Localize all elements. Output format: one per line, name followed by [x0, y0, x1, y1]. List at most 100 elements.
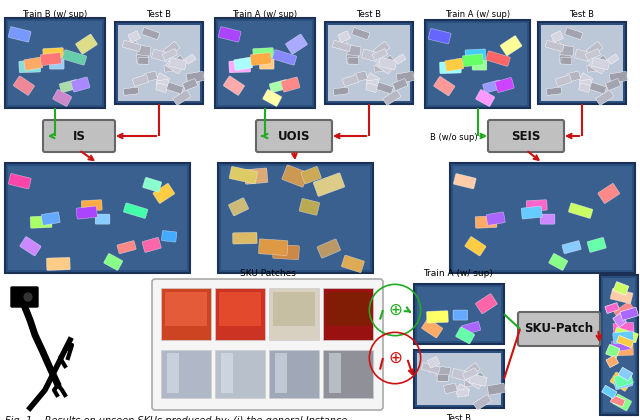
- Text: Test B: Test B: [570, 10, 595, 19]
- FancyBboxPatch shape: [559, 54, 572, 64]
- FancyBboxPatch shape: [24, 57, 43, 71]
- FancyBboxPatch shape: [587, 237, 606, 252]
- FancyBboxPatch shape: [591, 58, 610, 70]
- FancyBboxPatch shape: [323, 350, 373, 398]
- FancyBboxPatch shape: [43, 47, 64, 59]
- FancyBboxPatch shape: [564, 28, 582, 39]
- FancyBboxPatch shape: [282, 165, 308, 187]
- FancyBboxPatch shape: [422, 318, 443, 338]
- FancyBboxPatch shape: [461, 321, 481, 335]
- FancyBboxPatch shape: [606, 355, 618, 368]
- FancyBboxPatch shape: [253, 47, 274, 59]
- FancyBboxPatch shape: [561, 57, 572, 64]
- FancyBboxPatch shape: [223, 76, 244, 95]
- FancyBboxPatch shape: [161, 288, 211, 340]
- FancyBboxPatch shape: [262, 89, 282, 106]
- Text: Train A (w/ sup): Train A (w/ sup): [445, 10, 510, 19]
- FancyBboxPatch shape: [8, 27, 31, 42]
- FancyBboxPatch shape: [453, 173, 476, 189]
- Text: UOIS: UOIS: [278, 129, 310, 142]
- FancyBboxPatch shape: [614, 373, 634, 388]
- FancyBboxPatch shape: [161, 350, 211, 398]
- FancyBboxPatch shape: [445, 58, 464, 71]
- FancyBboxPatch shape: [354, 71, 367, 82]
- FancyBboxPatch shape: [417, 287, 501, 341]
- FancyBboxPatch shape: [346, 54, 358, 64]
- FancyBboxPatch shape: [598, 184, 620, 203]
- FancyBboxPatch shape: [612, 394, 632, 411]
- FancyBboxPatch shape: [301, 166, 321, 184]
- FancyBboxPatch shape: [434, 76, 455, 96]
- FancyBboxPatch shape: [396, 71, 415, 83]
- FancyBboxPatch shape: [60, 79, 79, 93]
- FancyBboxPatch shape: [414, 284, 504, 344]
- FancyBboxPatch shape: [152, 49, 168, 62]
- FancyBboxPatch shape: [547, 87, 562, 95]
- FancyBboxPatch shape: [325, 22, 413, 104]
- FancyBboxPatch shape: [610, 288, 633, 304]
- Bar: [275, 353, 287, 393]
- Bar: [273, 292, 315, 326]
- FancyBboxPatch shape: [124, 203, 148, 218]
- FancyBboxPatch shape: [392, 79, 408, 91]
- FancyBboxPatch shape: [541, 25, 623, 101]
- Text: $\oplus$: $\oplus$: [388, 349, 402, 367]
- FancyBboxPatch shape: [221, 166, 370, 270]
- FancyBboxPatch shape: [476, 294, 497, 314]
- FancyBboxPatch shape: [143, 177, 162, 192]
- FancyBboxPatch shape: [336, 38, 348, 50]
- FancyBboxPatch shape: [366, 73, 380, 85]
- Text: Train B (w/ sup): Train B (w/ sup): [22, 10, 88, 19]
- FancyBboxPatch shape: [372, 49, 387, 60]
- Text: SKU-Patch: SKU-Patch: [524, 323, 593, 336]
- FancyBboxPatch shape: [299, 198, 320, 215]
- FancyBboxPatch shape: [587, 64, 600, 72]
- FancyBboxPatch shape: [450, 163, 635, 273]
- FancyBboxPatch shape: [269, 79, 289, 93]
- FancyBboxPatch shape: [244, 168, 268, 184]
- Bar: [165, 292, 207, 326]
- FancyBboxPatch shape: [556, 75, 572, 87]
- FancyBboxPatch shape: [605, 303, 619, 313]
- FancyBboxPatch shape: [414, 350, 504, 408]
- FancyBboxPatch shape: [456, 384, 470, 396]
- FancyBboxPatch shape: [545, 40, 564, 52]
- FancyBboxPatch shape: [166, 60, 182, 74]
- FancyBboxPatch shape: [540, 214, 555, 224]
- FancyBboxPatch shape: [518, 312, 600, 346]
- FancyBboxPatch shape: [215, 288, 265, 340]
- FancyBboxPatch shape: [428, 29, 451, 44]
- FancyBboxPatch shape: [20, 236, 41, 256]
- FancyBboxPatch shape: [218, 163, 373, 273]
- FancyBboxPatch shape: [575, 49, 591, 62]
- FancyBboxPatch shape: [218, 21, 312, 105]
- FancyBboxPatch shape: [161, 231, 177, 242]
- FancyBboxPatch shape: [487, 383, 506, 395]
- FancyBboxPatch shape: [451, 368, 468, 381]
- FancyBboxPatch shape: [456, 388, 469, 397]
- FancyBboxPatch shape: [456, 327, 475, 344]
- FancyBboxPatch shape: [156, 73, 170, 85]
- FancyBboxPatch shape: [596, 90, 614, 105]
- FancyBboxPatch shape: [614, 327, 638, 343]
- FancyBboxPatch shape: [332, 40, 351, 52]
- FancyBboxPatch shape: [272, 50, 297, 65]
- FancyBboxPatch shape: [426, 311, 449, 323]
- FancyBboxPatch shape: [463, 363, 480, 378]
- FancyBboxPatch shape: [462, 54, 484, 67]
- Bar: [167, 353, 179, 393]
- FancyBboxPatch shape: [138, 57, 149, 64]
- FancyBboxPatch shape: [612, 331, 634, 344]
- FancyBboxPatch shape: [469, 374, 487, 386]
- FancyBboxPatch shape: [579, 83, 591, 92]
- FancyBboxPatch shape: [472, 60, 487, 70]
- Bar: [221, 353, 233, 393]
- FancyBboxPatch shape: [76, 34, 97, 54]
- Text: B (w/o sup): B (w/o sup): [430, 132, 477, 142]
- FancyBboxPatch shape: [136, 54, 148, 64]
- Bar: [327, 292, 369, 326]
- FancyBboxPatch shape: [611, 344, 634, 356]
- FancyBboxPatch shape: [232, 232, 257, 244]
- FancyBboxPatch shape: [465, 236, 486, 256]
- FancyBboxPatch shape: [428, 23, 527, 105]
